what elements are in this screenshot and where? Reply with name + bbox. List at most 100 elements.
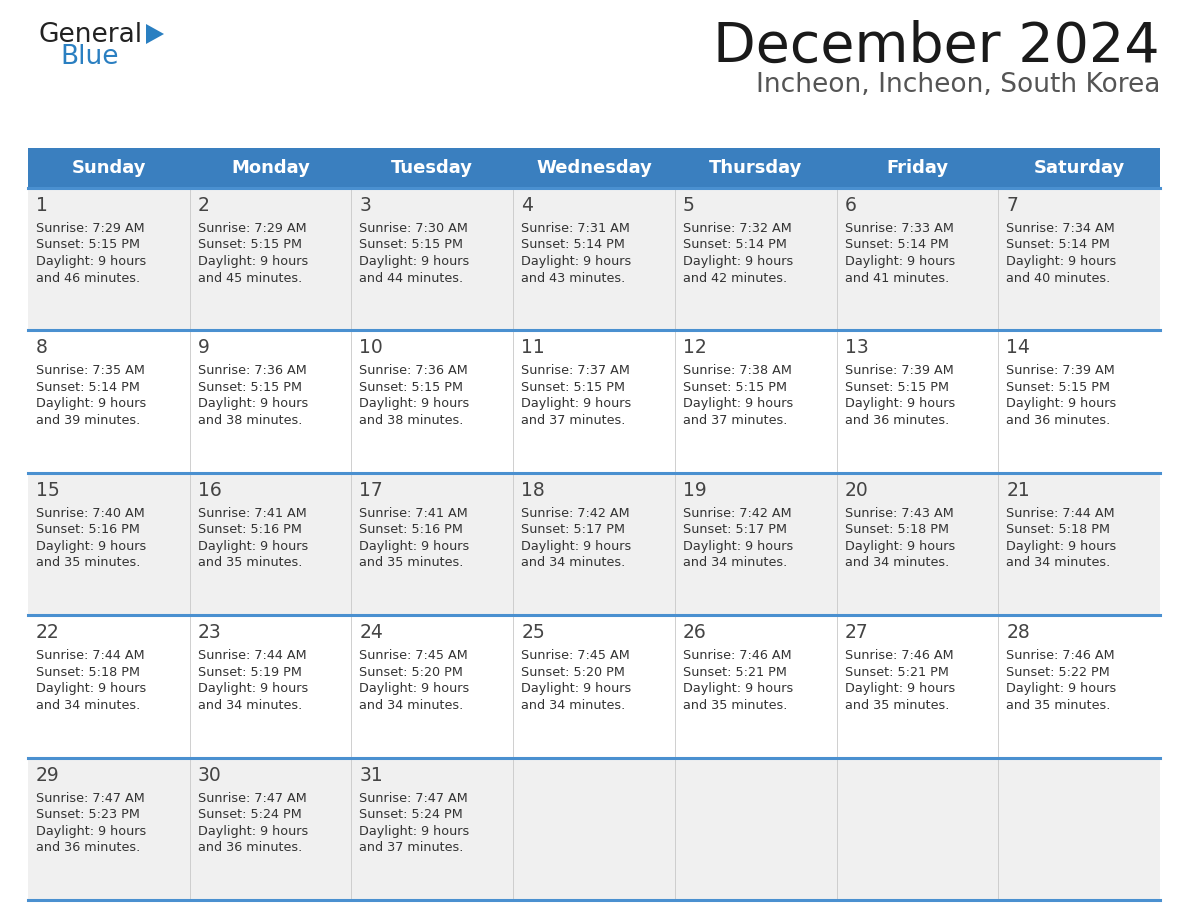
Text: Daylight: 9 hours: Daylight: 9 hours [36,682,146,695]
Text: 23: 23 [197,623,221,643]
Text: Sunset: 5:16 PM: Sunset: 5:16 PM [360,523,463,536]
Text: Sunset: 5:18 PM: Sunset: 5:18 PM [1006,523,1111,536]
Text: Sunset: 5:23 PM: Sunset: 5:23 PM [36,808,140,821]
Text: Sunset: 5:19 PM: Sunset: 5:19 PM [197,666,302,678]
Text: Sunset: 5:18 PM: Sunset: 5:18 PM [845,523,948,536]
Text: Sunset: 5:14 PM: Sunset: 5:14 PM [845,239,948,252]
Text: Sunrise: 7:34 AM: Sunrise: 7:34 AM [1006,222,1116,235]
Text: Blue: Blue [61,44,119,70]
Text: Sunset: 5:15 PM: Sunset: 5:15 PM [522,381,625,394]
Text: and 43 minutes.: and 43 minutes. [522,272,625,285]
Text: Sunrise: 7:41 AM: Sunrise: 7:41 AM [197,507,307,520]
Text: Daylight: 9 hours: Daylight: 9 hours [845,682,955,695]
Text: Saturday: Saturday [1034,159,1125,177]
Text: Monday: Monday [232,159,310,177]
Text: Sunset: 5:16 PM: Sunset: 5:16 PM [197,523,302,536]
Text: Sunset: 5:24 PM: Sunset: 5:24 PM [360,808,463,821]
Text: Sunset: 5:15 PM: Sunset: 5:15 PM [197,381,302,394]
Bar [29,757,1159,900]
Text: 2: 2 [197,196,209,215]
Text: 22: 22 [36,623,59,643]
Text: Daylight: 9 hours: Daylight: 9 hours [522,682,631,695]
Text: Daylight: 9 hours: Daylight: 9 hours [522,255,631,268]
Text: Sunrise: 7:38 AM: Sunrise: 7:38 AM [683,364,791,377]
Text: and 35 minutes.: and 35 minutes. [845,699,949,711]
Text: and 35 minutes.: and 35 minutes. [36,556,140,569]
Text: 7: 7 [1006,196,1018,215]
Text: Incheon, Incheon, South Korea: Incheon, Incheon, South Korea [756,72,1159,98]
Text: Sunset: 5:24 PM: Sunset: 5:24 PM [197,808,302,821]
Text: Sunrise: 7:47 AM: Sunrise: 7:47 AM [360,791,468,804]
Text: Daylight: 9 hours: Daylight: 9 hours [36,255,146,268]
Text: and 35 minutes.: and 35 minutes. [360,556,463,569]
Text: Sunrise: 7:33 AM: Sunrise: 7:33 AM [845,222,954,235]
Text: Sunrise: 7:30 AM: Sunrise: 7:30 AM [360,222,468,235]
Text: and 34 minutes.: and 34 minutes. [1006,556,1111,569]
Text: 8: 8 [36,339,48,357]
Text: Daylight: 9 hours: Daylight: 9 hours [1006,540,1117,553]
Text: December 2024: December 2024 [713,20,1159,74]
Text: and 34 minutes.: and 34 minutes. [683,556,788,569]
Text: Sunrise: 7:46 AM: Sunrise: 7:46 AM [845,649,953,662]
Text: and 35 minutes.: and 35 minutes. [683,699,788,711]
Text: Daylight: 9 hours: Daylight: 9 hours [197,397,308,410]
Text: and 38 minutes.: and 38 minutes. [360,414,463,427]
Text: Daylight: 9 hours: Daylight: 9 hours [683,397,794,410]
Text: and 40 minutes.: and 40 minutes. [1006,272,1111,285]
Bar [29,330,1159,473]
Text: 29: 29 [36,766,59,785]
Text: Sunset: 5:17 PM: Sunset: 5:17 PM [683,523,786,536]
Text: Sunset: 5:15 PM: Sunset: 5:15 PM [36,239,140,252]
Text: 24: 24 [360,623,384,643]
Text: Sunrise: 7:32 AM: Sunrise: 7:32 AM [683,222,791,235]
Text: Sunset: 5:18 PM: Sunset: 5:18 PM [36,666,140,678]
Text: and 36 minutes.: and 36 minutes. [197,841,302,854]
Text: Sunrise: 7:40 AM: Sunrise: 7:40 AM [36,507,145,520]
Text: and 34 minutes.: and 34 minutes. [360,699,463,711]
Bar [29,473,1159,615]
Text: 10: 10 [360,339,384,357]
Text: Sunset: 5:15 PM: Sunset: 5:15 PM [1006,381,1111,394]
Text: Daylight: 9 hours: Daylight: 9 hours [36,397,146,410]
Text: Sunrise: 7:47 AM: Sunrise: 7:47 AM [197,791,307,804]
Text: and 36 minutes.: and 36 minutes. [36,841,140,854]
Text: Daylight: 9 hours: Daylight: 9 hours [683,255,794,268]
Text: 3: 3 [360,196,372,215]
Text: and 42 minutes.: and 42 minutes. [683,272,786,285]
Polygon shape [146,24,164,44]
Text: and 37 minutes.: and 37 minutes. [360,841,463,854]
Text: Sunset: 5:14 PM: Sunset: 5:14 PM [1006,239,1110,252]
Bar [29,148,1159,188]
Text: Sunrise: 7:45 AM: Sunrise: 7:45 AM [360,649,468,662]
Text: and 34 minutes.: and 34 minutes. [522,699,625,711]
Text: General: General [38,22,143,48]
Text: 16: 16 [197,481,221,499]
Text: Sunset: 5:20 PM: Sunset: 5:20 PM [522,666,625,678]
Text: Sunset: 5:15 PM: Sunset: 5:15 PM [360,381,463,394]
Text: and 36 minutes.: and 36 minutes. [845,414,949,427]
Text: 18: 18 [522,481,545,499]
Text: Sunrise: 7:31 AM: Sunrise: 7:31 AM [522,222,630,235]
Text: 14: 14 [1006,339,1030,357]
Text: Daylight: 9 hours: Daylight: 9 hours [360,255,469,268]
Text: and 34 minutes.: and 34 minutes. [845,556,949,569]
Text: and 34 minutes.: and 34 minutes. [522,556,625,569]
Text: Daylight: 9 hours: Daylight: 9 hours [360,682,469,695]
Text: Daylight: 9 hours: Daylight: 9 hours [1006,255,1117,268]
Text: 21: 21 [1006,481,1030,499]
Text: Daylight: 9 hours: Daylight: 9 hours [683,540,794,553]
Text: Sunrise: 7:46 AM: Sunrise: 7:46 AM [683,649,791,662]
Text: 31: 31 [360,766,384,785]
Text: Sunset: 5:17 PM: Sunset: 5:17 PM [522,523,625,536]
Text: Daylight: 9 hours: Daylight: 9 hours [360,540,469,553]
Text: Sunrise: 7:36 AM: Sunrise: 7:36 AM [197,364,307,377]
Text: Wednesday: Wednesday [536,159,652,177]
Text: Sunrise: 7:42 AM: Sunrise: 7:42 AM [522,507,630,520]
Text: Daylight: 9 hours: Daylight: 9 hours [845,255,955,268]
Text: 15: 15 [36,481,59,499]
Text: Daylight: 9 hours: Daylight: 9 hours [845,397,955,410]
Text: Sunrise: 7:42 AM: Sunrise: 7:42 AM [683,507,791,520]
Text: Daylight: 9 hours: Daylight: 9 hours [360,824,469,837]
Text: Friday: Friday [886,159,948,177]
Text: Daylight: 9 hours: Daylight: 9 hours [36,540,146,553]
